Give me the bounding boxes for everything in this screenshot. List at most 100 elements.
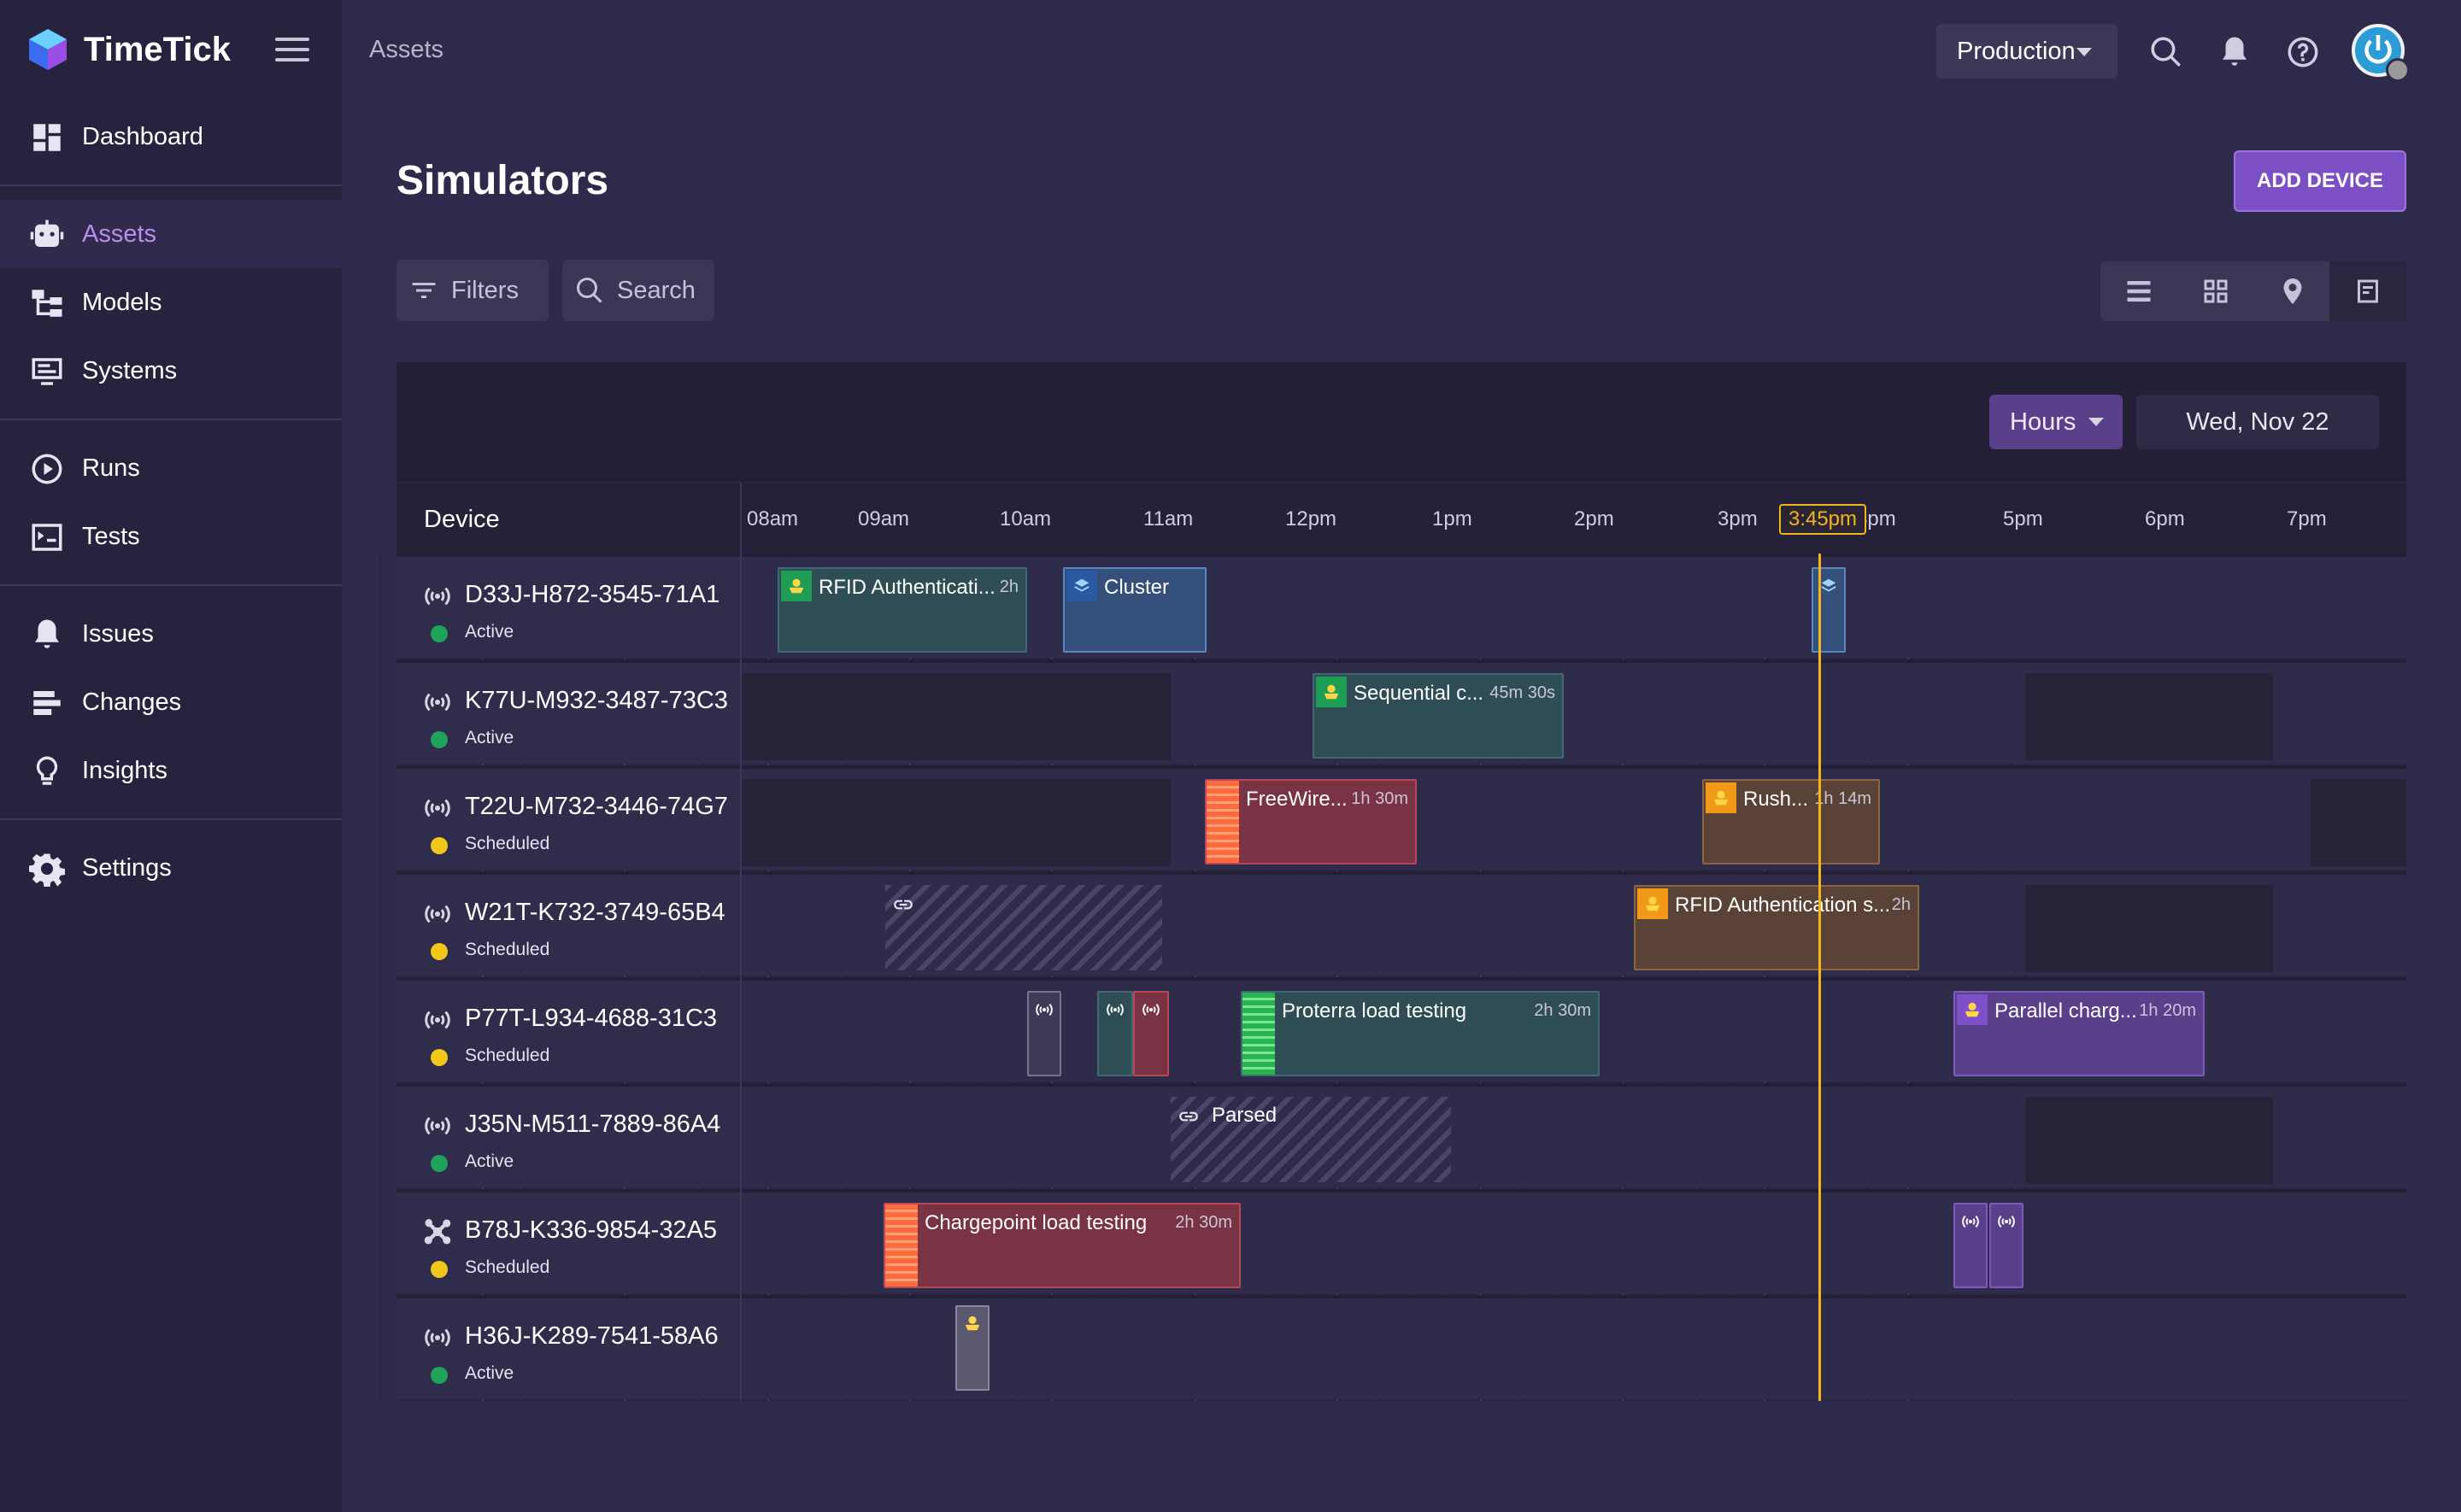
antenna-icon (1034, 999, 1054, 1075)
unavailable-block (2025, 1097, 2273, 1184)
device-name[interactable]: J35N-M511-7889-86A4 (465, 1111, 721, 1138)
timeline-panel: Hours Wed, Nov 22 Device D33J-H872-3545-… (376, 362, 2406, 1401)
row-divider (396, 1189, 2406, 1193)
status-dot (431, 625, 448, 642)
unavailable-block (2311, 779, 2406, 866)
unavailable-block (742, 673, 1171, 760)
list-icon (2127, 281, 2151, 302)
device-name[interactable]: P77T-L934-4688-31C3 (465, 1005, 718, 1032)
sidebar-item-label: Systems (82, 357, 178, 384)
event-block[interactable]: Proterra load testing 2h 30m (1241, 991, 1600, 1076)
device-cell[interactable]: B78J-K336-9854-32A5 Scheduled (396, 1193, 740, 1293)
sidebar-item-label: Runs (82, 454, 140, 482)
device-cell[interactable]: D33J-H872-3545-71A1 Active (396, 557, 740, 658)
search-icon[interactable] (2148, 34, 2184, 70)
device-name[interactable]: H36J-K289-7541-58A6 (465, 1322, 719, 1350)
map-view-button[interactable] (2254, 261, 2331, 321)
link-icon (894, 900, 913, 910)
sidebar-item-label: Assets (82, 220, 157, 248)
device-status: Active (465, 728, 514, 747)
sidebar-item-changes[interactable]: Changes (0, 668, 342, 736)
avatar[interactable] (2352, 24, 2410, 82)
event-block[interactable]: Sequential c... 45m 30s (1313, 673, 1564, 759)
device-cell[interactable]: H36J-K289-7541-58A6 Active (396, 1298, 740, 1399)
unavailable-block (2025, 673, 2273, 760)
help-icon[interactable] (2285, 34, 2321, 70)
sidebar-item-settings[interactable]: Settings (0, 834, 342, 902)
date-picker[interactable]: Wed, Nov 22 (2136, 395, 2379, 449)
row-divider (396, 659, 2406, 663)
sidebar-item-issues[interactable]: Issues (0, 600, 342, 668)
bell-icon[interactable] (2217, 34, 2252, 70)
hour-label: 1pm (1432, 507, 1472, 530)
play-circle-icon (32, 454, 62, 484)
device-cell[interactable]: T22U-M732-3446-74G7 Scheduled (396, 769, 740, 870)
menu-icon[interactable] (275, 38, 309, 65)
grid-icon (2204, 279, 2228, 303)
sidebar-item-assets[interactable]: Assets (0, 200, 342, 268)
device-name[interactable]: K77U-M932-3487-73C3 (465, 687, 728, 714)
chevron-down-icon (2088, 418, 2104, 426)
grid-view-button[interactable] (2177, 261, 2254, 321)
device-cell[interactable]: P77T-L934-4688-31C3 Scheduled (396, 981, 740, 1081)
device-row: D33J-H872-3545-71A1 Active (396, 557, 2406, 658)
device-name[interactable]: B78J-K336-9854-32A5 (465, 1216, 718, 1244)
status-dot (431, 1261, 448, 1278)
sidebar-item-models[interactable]: Models (0, 268, 342, 337)
list-view-button[interactable] (2100, 261, 2177, 321)
device-status: Active (465, 622, 514, 642)
event-block[interactable]: Parallel charg... 1h 20m (1953, 991, 2205, 1076)
event-duration: 1h 20m (2139, 1001, 2196, 1020)
event-title: FreeWire... (1246, 788, 1348, 811)
device-cell[interactable]: K77U-M932-3487-73C3 Active (396, 663, 740, 764)
reserved-slot[interactable]: Parsed (1171, 1097, 1451, 1182)
reserved-slot[interactable] (885, 885, 1162, 970)
filters-label: Filters (451, 276, 519, 304)
app-name: TimeTick (84, 30, 231, 68)
device-cell[interactable]: W21T-K732-3749-65B4 Scheduled (396, 875, 740, 976)
hour-label: 2pm (1574, 507, 1614, 530)
device-cell[interactable]: J35N-M511-7889-86A4 Active (396, 1087, 740, 1187)
power-icon (2364, 35, 2392, 64)
event-block[interactable]: RFID Authenticati... 2h (778, 567, 1027, 653)
unit-select[interactable]: Hours (1989, 395, 2123, 449)
sidebar-item-systems[interactable]: Systems (0, 337, 342, 405)
event-title: RFID Authenticati... (819, 576, 996, 599)
device-name[interactable]: T22U-M732-3446-74G7 (465, 793, 728, 820)
event-title: Chargepoint load testing (925, 1211, 1148, 1234)
event-block[interactable] (1989, 1203, 2023, 1288)
unavailable-block (742, 779, 1171, 866)
filters-button[interactable]: Filters (396, 260, 549, 321)
event-stripe (885, 1204, 918, 1286)
device-name[interactable]: D33J-H872-3545-71A1 (465, 581, 720, 608)
event-block[interactable] (1097, 991, 1133, 1076)
event-block[interactable] (955, 1305, 990, 1391)
sidebar-item-insights[interactable]: Insights (0, 736, 342, 805)
event-block[interactable] (1133, 991, 1169, 1076)
sidebar-item-runs[interactable]: Runs (0, 434, 342, 502)
environment-select[interactable]: Production (1936, 24, 2117, 79)
divider (0, 584, 342, 586)
sidebar-item-dashboard[interactable]: Dashboard (0, 103, 342, 171)
antenna-icon (425, 799, 450, 818)
event-block[interactable] (1027, 991, 1061, 1076)
event-block[interactable] (1953, 1203, 1988, 1288)
event-block[interactable]: Chargepoint load testing 2h 30m (884, 1203, 1241, 1288)
breadcrumb[interactable]: Assets (369, 36, 444, 63)
timeline-view-button[interactable] (2329, 261, 2406, 321)
device-name[interactable]: W21T-K732-3749-65B4 (465, 899, 725, 926)
link-icon (1179, 1111, 1198, 1122)
event-marker[interactable] (1812, 567, 1846, 653)
event-block[interactable]: FreeWire... 1h 30m (1205, 779, 1417, 864)
add-device-button[interactable]: ADD DEVICE (2234, 150, 2406, 212)
brand-logo[interactable]: TimeTick (27, 27, 231, 72)
event-block[interactable]: Cluster (1063, 567, 1207, 653)
row-divider (396, 554, 2406, 557)
event-block[interactable]: RFID Authentication s... 2h (1634, 885, 1919, 970)
event-duration: 2h 30m (1534, 1001, 1591, 1020)
event-block[interactable]: Rush... 1h 14m (1702, 779, 1880, 864)
sidebar-item-tests[interactable]: Tests (0, 502, 342, 571)
antenna-icon (1141, 999, 1161, 1075)
search-input[interactable]: Search (562, 260, 714, 321)
antenna-icon (425, 1116, 450, 1135)
